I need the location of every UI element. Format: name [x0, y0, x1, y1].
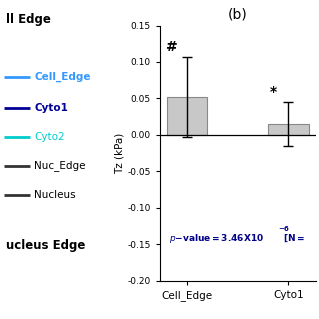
Text: ll Edge: ll Edge — [6, 13, 51, 26]
Text: Cyto1: Cyto1 — [34, 103, 68, 114]
Text: Nuc_Edge: Nuc_Edge — [34, 160, 86, 171]
Bar — [167, 97, 207, 135]
Text: Cell_Edge: Cell_Edge — [34, 71, 91, 82]
Text: *: * — [270, 85, 277, 99]
Text: Cyto2: Cyto2 — [34, 132, 65, 142]
Text: $\it{p}$$\bf{-value=3.46X10}$: $\it{p}$$\bf{-value=3.46X10}$ — [169, 232, 264, 245]
Text: Nucleus: Nucleus — [34, 189, 76, 200]
Bar — [268, 124, 309, 135]
Text: #: # — [166, 40, 178, 54]
Text: ucleus Edge: ucleus Edge — [6, 239, 85, 252]
Title: (b): (b) — [228, 8, 248, 22]
Y-axis label: Tz (kPa): Tz (kPa) — [114, 132, 124, 174]
Text: $\bf{-6}$: $\bf{-6}$ — [278, 224, 290, 233]
Text: $\bf{[N=}$: $\bf{[N=}$ — [283, 233, 305, 244]
